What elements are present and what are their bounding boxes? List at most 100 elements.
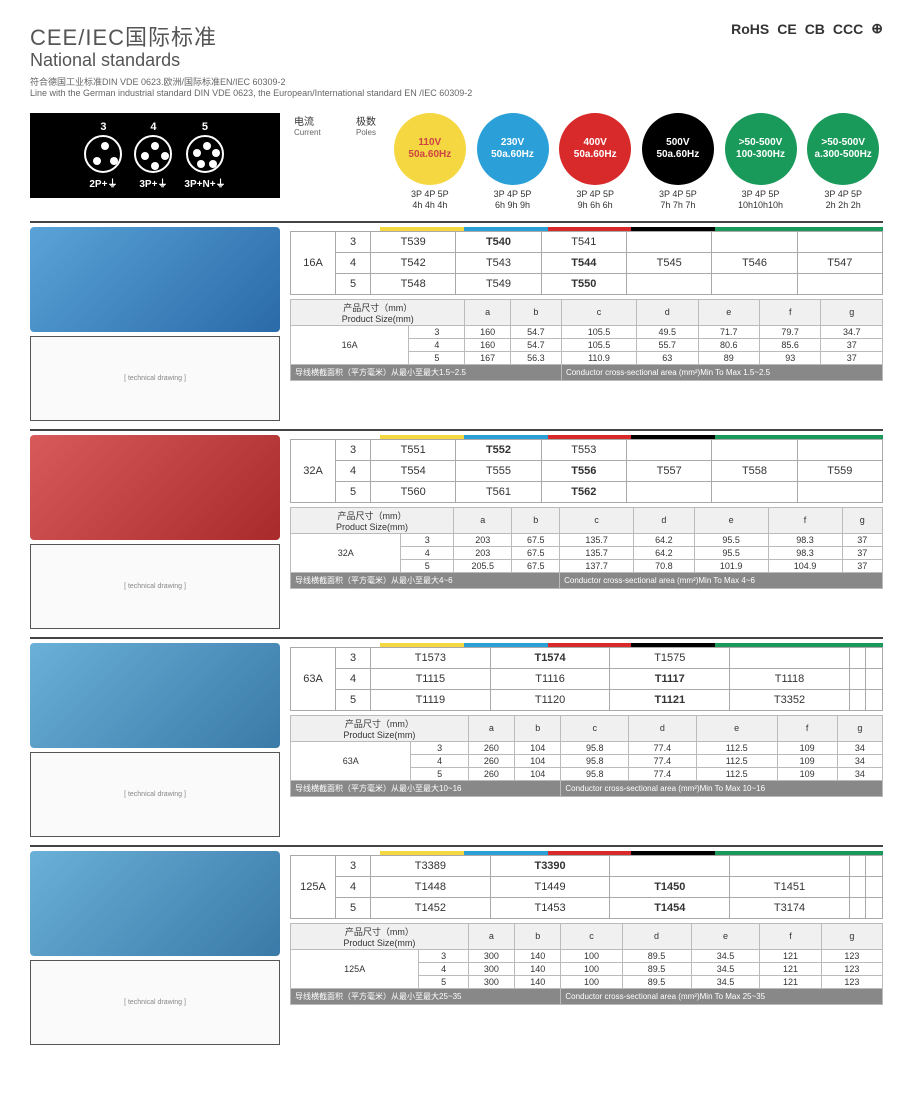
conductor-row: 导线横截面积（平方毫米）从最小至最大4~6 Conductor cross-se… xyxy=(291,572,883,588)
size-value: 104 xyxy=(515,754,561,767)
model-cell: T541 xyxy=(541,231,626,252)
conductor-en: Conductor cross-sectional area (mm²)Min … xyxy=(561,364,882,380)
subtitle-cn: 符合德国工业标准DIN VDE 0623.欧洲/国际标准EN/IEC 60309… xyxy=(30,75,472,88)
product-tables: 63A3T1573T1574T15754T1115T1116T1117T1118… xyxy=(290,643,883,837)
size-value: 123 xyxy=(821,975,882,988)
conductor-row: 导线横截面积（平方毫米）从最小至最大1.5~2.5 Conductor cros… xyxy=(291,364,883,380)
pole-header: 3P 4P 5P xyxy=(555,189,635,200)
model-cell: T3352 xyxy=(730,689,850,710)
size-row: 32A320367.5135.764.295.598.337 xyxy=(291,533,883,546)
pole-label: 2P+⏚ xyxy=(84,175,122,190)
voltage-value: >50-500V xyxy=(821,137,865,149)
model-cell xyxy=(866,897,883,918)
voltage-column: >50-500V a.300-500Hz 3P 4P 5P 2h 2h 2h xyxy=(803,113,883,211)
product-section: [ technical drawing ] 125A3T3389T33904T1… xyxy=(30,845,883,1045)
size-value: 260 xyxy=(468,741,514,754)
size-value: 110.9 xyxy=(561,351,636,364)
size-value: 70.8 xyxy=(634,559,695,572)
size-value: 121 xyxy=(760,949,821,962)
size-header-row: 产品尺寸（mm）Product Size(mm) abcdefg xyxy=(291,299,883,325)
conductor-cn: 导线横截面积（平方毫米）从最小至最大10~16 xyxy=(291,780,561,796)
model-cell xyxy=(626,439,711,460)
amperage-cell: 16A xyxy=(291,231,336,294)
size-value: 67.5 xyxy=(512,533,560,546)
model-cell xyxy=(866,668,883,689)
size-value: 95.8 xyxy=(561,767,629,780)
size-row: 16A316054.7105.549.571.779.734.7 xyxy=(291,325,883,338)
size-value: 89.5 xyxy=(622,975,691,988)
size-value: 37 xyxy=(842,559,882,572)
model-cell xyxy=(712,439,797,460)
model-cell xyxy=(866,689,883,710)
clock-header: 9h 6h 6h xyxy=(555,200,635,211)
size-col-header: g xyxy=(842,507,882,533)
size-value: 34 xyxy=(837,754,882,767)
size-pole-cell: 3 xyxy=(401,533,454,546)
model-cell: T1451 xyxy=(730,876,850,897)
pole-label: 3P+N+⏚ xyxy=(184,175,225,190)
pole-cell: 4 xyxy=(336,668,371,689)
size-value: 300 xyxy=(468,975,514,988)
subtitle-en: Line with the German industrial standard… xyxy=(30,88,472,98)
conductor-cn: 导线横截面积（平方毫米）从最小至最大1.5~2.5 xyxy=(291,364,562,380)
size-col-header: b xyxy=(512,507,560,533)
pole-cell: 3 xyxy=(336,231,371,252)
model-cell xyxy=(849,668,866,689)
poles-label-cn: 极数 xyxy=(356,113,376,128)
size-pole-cell: 3 xyxy=(411,741,468,754)
voltage-value: 400V xyxy=(583,137,606,149)
model-cell: T555 xyxy=(456,460,541,481)
top-reference-row: 3 2P+⏚ 4 3P+⏚ 5 3P+N+⏚ 电流Current 极数Poles… xyxy=(30,113,883,211)
product-section: [ technical drawing ] 32A3T551T552T5534T… xyxy=(30,429,883,629)
size-value: 34.7 xyxy=(821,325,883,338)
size-value: 123 xyxy=(821,962,882,975)
product-photo xyxy=(30,435,280,540)
size-value: 56.3 xyxy=(510,351,561,364)
size-value: 64.2 xyxy=(634,546,695,559)
size-pole-cell: 3 xyxy=(419,949,468,962)
product-tables: 16A3T539T540T5414T542T543T544T545T546T54… xyxy=(290,227,883,421)
model-row: 125A3T3389T3390 xyxy=(291,855,883,876)
model-cell: T543 xyxy=(456,252,541,273)
voltage-column: 110V 50a.60Hz 3P 4P 5P 4h 4h 4h xyxy=(390,113,470,211)
size-value: 100 xyxy=(561,975,622,988)
product-section: [ technical drawing ] 63A3T1573T1574T157… xyxy=(30,637,883,837)
voltage-badge: 400V 50a.60Hz xyxy=(559,113,631,185)
model-cell: T1453 xyxy=(490,897,610,918)
model-cell xyxy=(849,876,866,897)
pole-count: 5 xyxy=(184,121,225,133)
model-cell: T546 xyxy=(712,252,797,273)
model-row: 5T560T561T562 xyxy=(291,481,883,502)
model-cell: T1574 xyxy=(490,647,610,668)
pole-header: 3P 4P 5P xyxy=(473,189,553,200)
size-value: 160 xyxy=(465,338,510,351)
size-col-header: a xyxy=(468,715,514,741)
size-value: 95.8 xyxy=(561,741,629,754)
model-cell: T544 xyxy=(541,252,626,273)
model-cell: T545 xyxy=(626,252,711,273)
model-cell xyxy=(712,273,797,294)
pole-icon xyxy=(84,135,122,173)
size-label: 产品尺寸（mm）Product Size(mm) xyxy=(291,715,469,741)
clock-header: 6h 9h 9h xyxy=(473,200,553,211)
voltage-badge: 110V 50a.60Hz xyxy=(394,113,466,185)
size-pole-cell: 4 xyxy=(419,962,468,975)
pole-cell: 5 xyxy=(336,481,371,502)
voltage-hz: 50a.60Hz xyxy=(408,149,451,161)
model-cell: T3390 xyxy=(490,855,610,876)
clock-header: 4h 4h 4h xyxy=(390,200,470,211)
color-strip xyxy=(290,227,883,231)
model-cell: T554 xyxy=(371,460,456,481)
model-cell: T1454 xyxy=(610,897,730,918)
product-photo xyxy=(30,851,280,956)
pole-count: 3 xyxy=(84,121,122,133)
product-photo xyxy=(30,643,280,748)
size-table: 产品尺寸（mm）Product Size(mm) abcdefg 16A3160… xyxy=(290,299,883,381)
model-cell: T539 xyxy=(371,231,456,252)
size-value: 121 xyxy=(760,962,821,975)
model-cell xyxy=(849,855,866,876)
size-col-header: b xyxy=(515,923,561,949)
model-cell xyxy=(849,647,866,668)
conductor-cn: 导线横截面积（平方毫米）从最小至最大4~6 xyxy=(291,572,560,588)
pole-count: 4 xyxy=(134,121,172,133)
